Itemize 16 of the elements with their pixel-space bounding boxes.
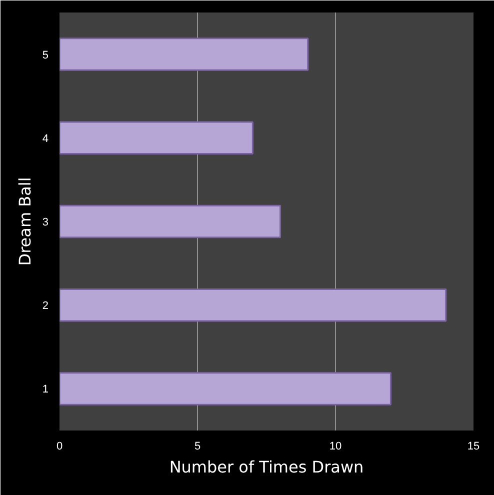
y-tick-label: 3 xyxy=(42,216,49,228)
y-tick-label: 4 xyxy=(42,132,49,145)
bar xyxy=(60,121,254,155)
bar xyxy=(60,372,392,406)
y-tick-label: 5 xyxy=(42,49,49,62)
bar xyxy=(60,288,447,322)
x-tick-label: 0 xyxy=(56,440,63,452)
y-tick-label: 1 xyxy=(42,384,49,396)
x-tick-label: 15 xyxy=(467,440,480,452)
bar xyxy=(60,38,309,71)
y-tick-label: 2 xyxy=(42,300,49,312)
bar xyxy=(60,204,282,238)
x-tick-label: 10 xyxy=(329,440,342,452)
x-axis-title: Number of Times Drawn xyxy=(169,458,364,476)
y-axis-title: Dream Ball xyxy=(15,177,34,266)
x-tick-label: 5 xyxy=(194,440,201,452)
